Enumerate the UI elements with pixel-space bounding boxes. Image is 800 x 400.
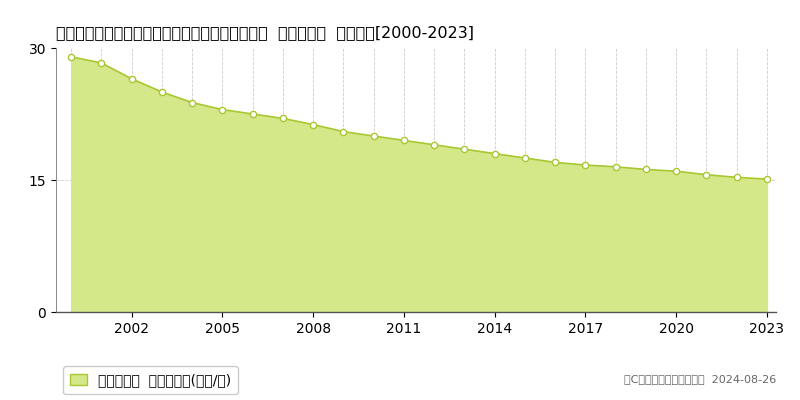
Text: 愛知県知多郡武豊町大字冨貴字砂水３３番１１外  基準地価格  地価推移[2000-2023]: 愛知県知多郡武豊町大字冨貴字砂水３３番１１外 基準地価格 地価推移[2000-2… [56, 25, 474, 40]
Legend: 基準地価格  平均坪単価(万円/坪): 基準地価格 平均坪単価(万円/坪) [63, 366, 238, 394]
Text: （C）土地価格ドットコム  2024-08-26: （C）土地価格ドットコム 2024-08-26 [624, 374, 776, 384]
